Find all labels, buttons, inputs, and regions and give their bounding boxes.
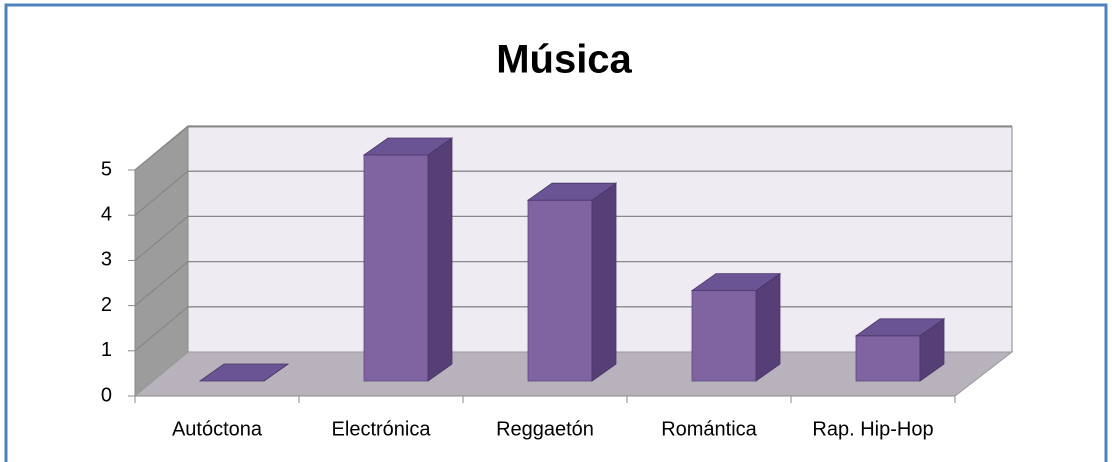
grid-line [134,170,1012,216]
bar-top [854,318,946,337]
x-tick-label: Electrónica [332,418,432,440]
grid-line [134,215,1012,261]
x-tick-label: Autóctona [172,418,263,440]
bar-front [363,154,429,382]
bar-side [755,272,781,382]
bar-side [591,182,617,382]
x-tick-label: Rap. Hip-Hop [812,418,933,440]
y-tick-label: 5 [101,158,112,180]
bar-front [691,290,757,382]
y-tick-label: 4 [101,203,112,225]
side-wall [134,125,189,398]
x-tick-label: Reggaetón [496,418,594,440]
x-tick-label: Romántica [661,418,757,440]
y-tick-label: 3 [101,249,112,271]
y-tick-label: 1 [101,339,112,361]
y-tick-label: 2 [101,294,112,316]
bar-top [526,182,618,201]
chart-title: Música [496,38,632,82]
bar-top [198,363,290,382]
grid-line [134,260,1012,307]
bar-top [690,273,782,292]
bar-top [362,137,454,156]
bar-front [527,199,593,382]
y-tick-label: 0 [101,384,112,406]
grid-line [134,125,1012,171]
bar-front [855,335,921,382]
bar-side [427,137,453,382]
